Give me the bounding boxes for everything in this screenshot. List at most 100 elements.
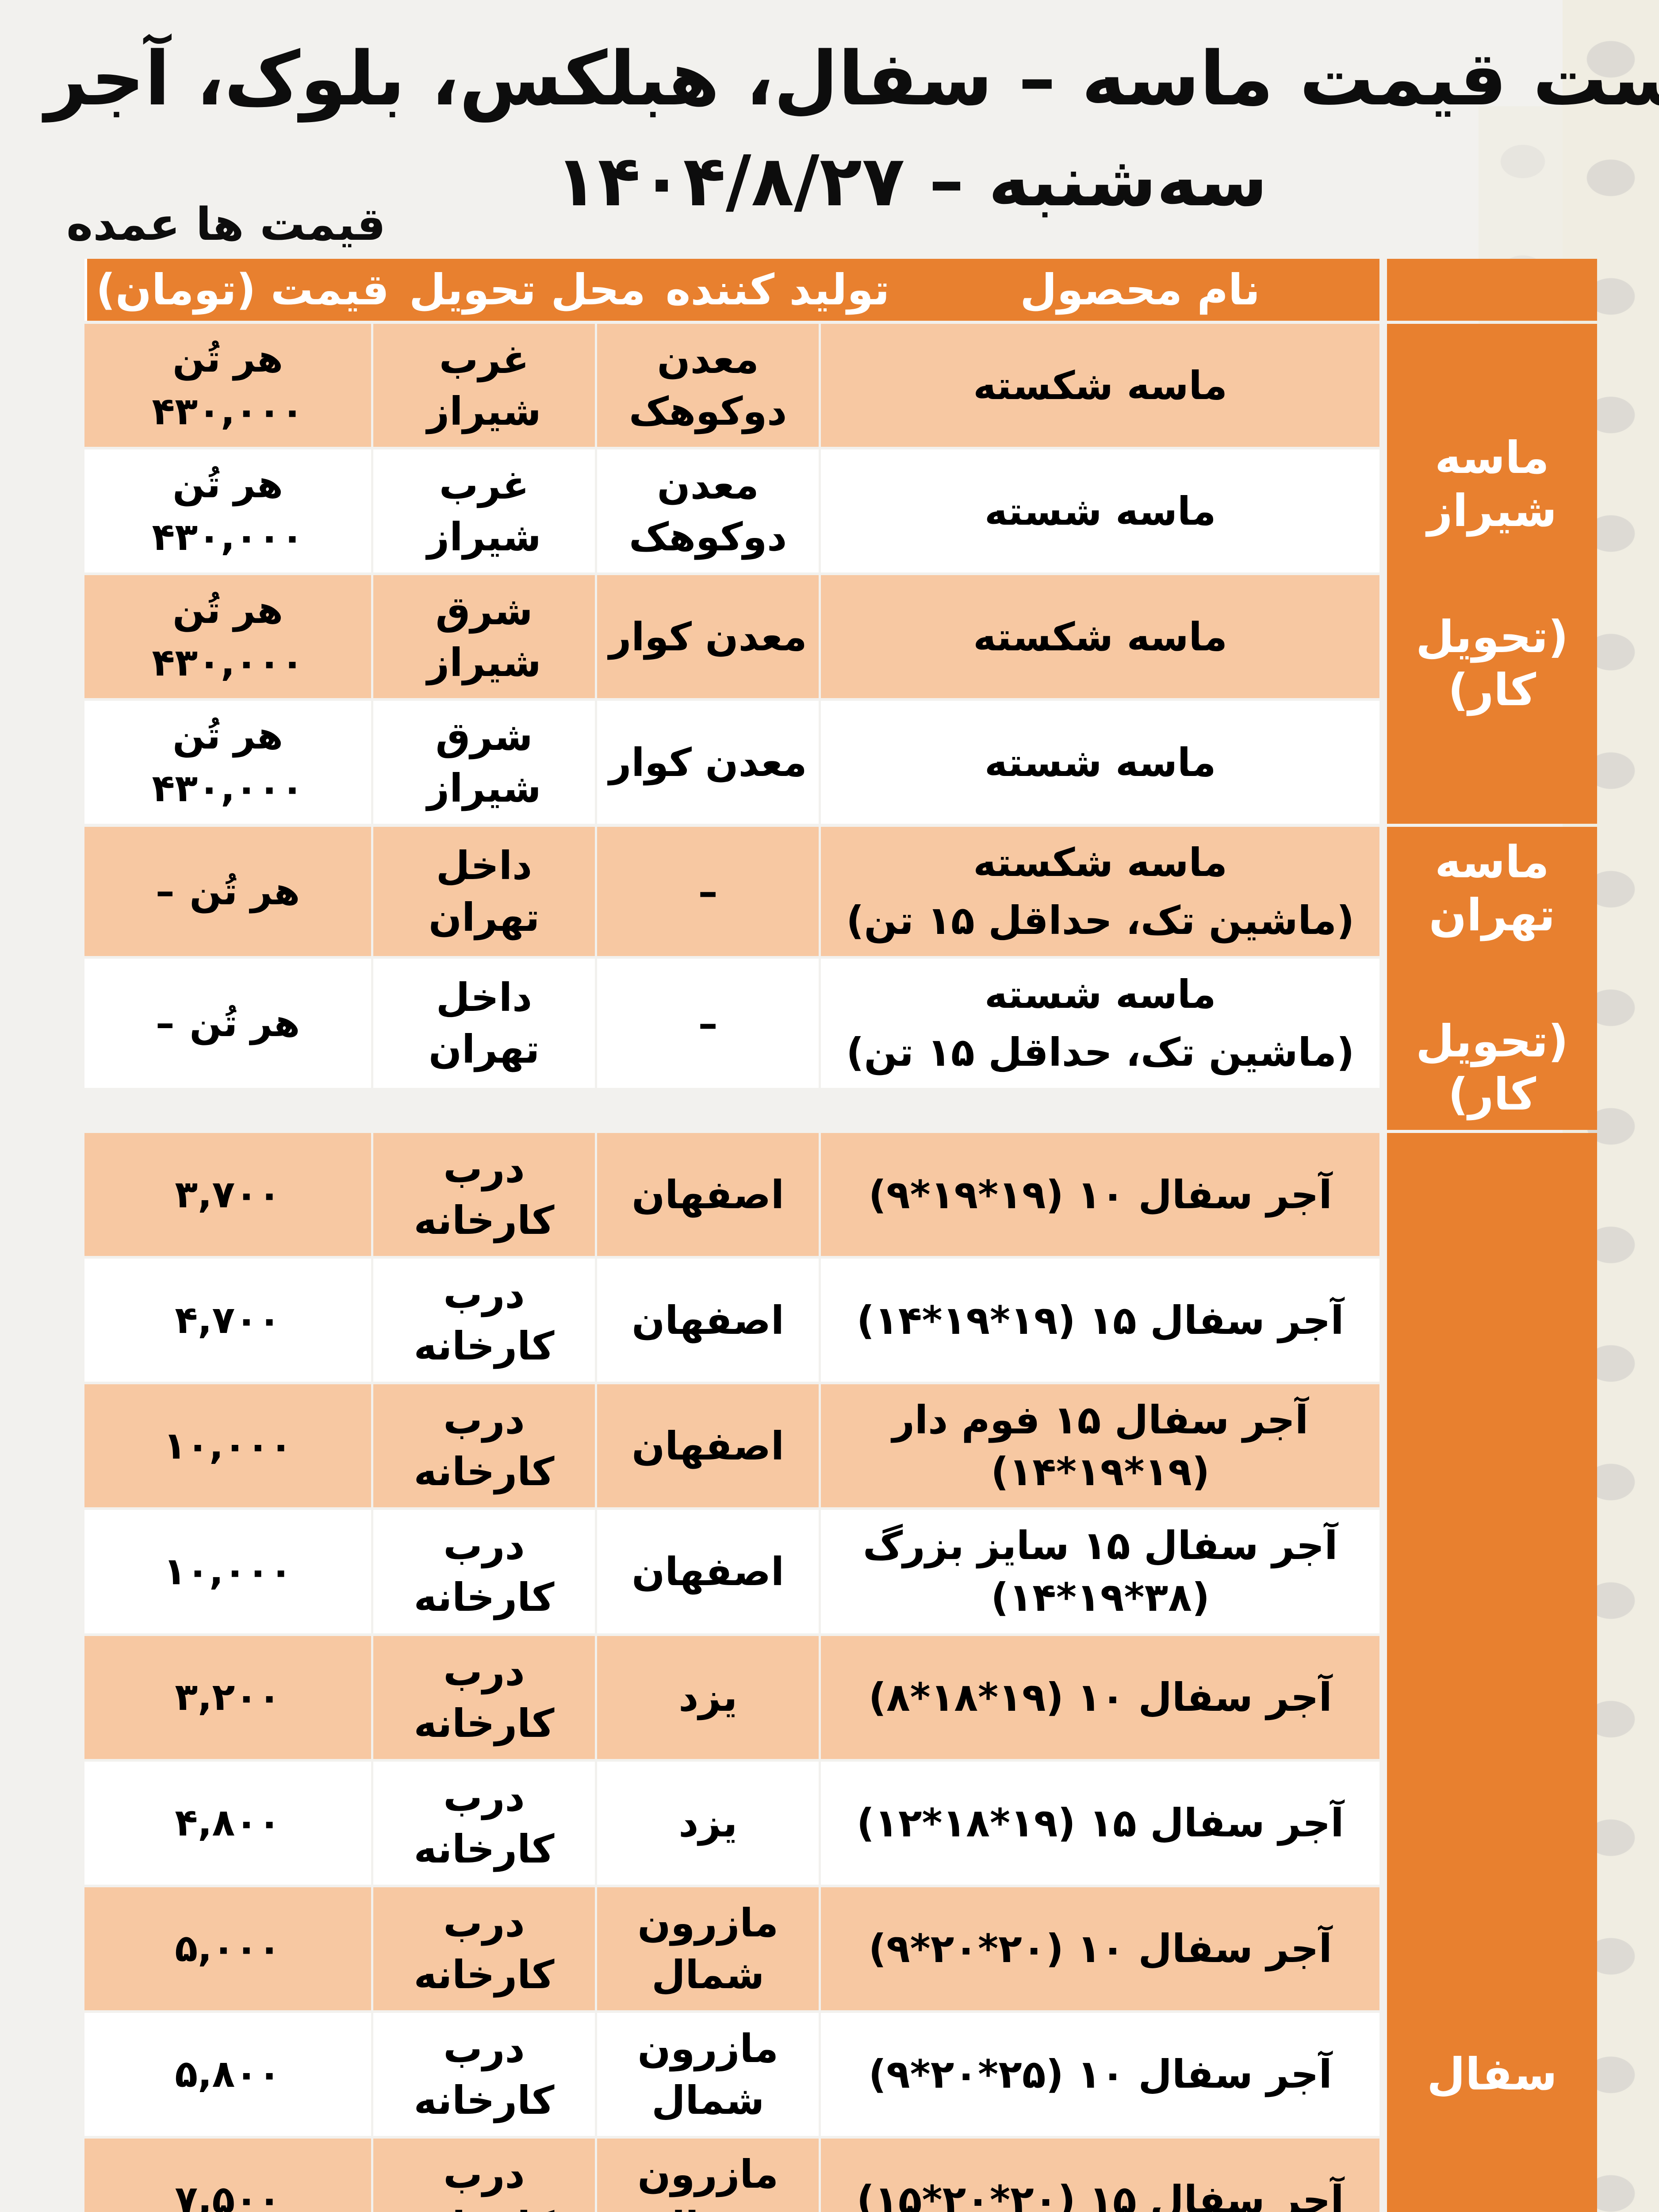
price-value: ۷,۵۰۰	[175, 2178, 281, 2212]
column-header-price: قیمت (تومان)	[84, 259, 398, 321]
product-name: ماسه شکسته	[973, 614, 1228, 660]
delivery-location-cell: درب کارخانه	[373, 2012, 595, 2136]
column-header-delivery: محل تحویل	[409, 265, 646, 315]
product-name-cell: ماسه شکسته	[821, 324, 1379, 447]
price-value: ۵,۰۰۰	[175, 1927, 281, 1971]
table-section: ماسه شیراز (تحویل کار) ماسه شکسته معدن دو…	[84, 324, 1597, 824]
table-row: ماسه شسته معدن دوکوهک غرب شیراز هر تُن ۴…	[84, 449, 1379, 573]
product-name: آجر سفال ۱۰ (۲۰*۲۰*۹)	[868, 1926, 1332, 1972]
price-value: –	[155, 1001, 175, 1045]
wholesale-note: قیمت ها عمده	[66, 198, 386, 251]
producer-cell: –	[597, 959, 819, 1088]
producer-cell: یزد	[597, 1761, 819, 1885]
section-rows: آجر سفال ۱۰ (۱۹*۱۹*۹) اصفهان درب کارخانه…	[84, 1133, 1379, 2212]
price-cell: ۵,۰۰۰	[84, 1887, 372, 2010]
product-name-cell: ماسه شکسته (ماشین تک، حداقل ۱۵ تن)	[821, 827, 1379, 956]
producer-cell: معدن کوار	[597, 575, 819, 699]
product-name-cell: آجر سفال ۱۰ (۱۹*۱۸*۸)	[821, 1636, 1379, 1759]
price-value: ۱۰,۰۰۰	[163, 1424, 292, 1468]
price-cell: ۴,۷۰۰	[84, 1259, 372, 1382]
price-cell: ۷,۵۰۰	[84, 2138, 372, 2212]
product-name: ماسه شسته	[985, 972, 1216, 1018]
producer-cell: یزد	[597, 1636, 819, 1759]
product-name-cell: آجر سفال ۱۵ (۲۰*۲۰*۱۵)	[821, 2138, 1379, 2212]
delivery-location-cell: داخل تهران	[373, 959, 595, 1088]
product-name: ماسه شسته	[985, 739, 1216, 785]
section-rows: ماسه شکسته معدن دوکوهک غرب شیراز هر تُن …	[84, 324, 1379, 824]
table-section: ماسه تهران (تحویل کار) ماسه شکسته (ماشین …	[84, 827, 1597, 1130]
category-cell: سفال	[1387, 1133, 1597, 2212]
product-name-cell: آجر سفال ۱۵ فوم دار (۱۹*۱۹*۱۴)	[821, 1384, 1379, 1508]
price-cell: هر تُن ۴۳۰,۰۰۰	[84, 575, 372, 699]
price-value: ۱۰,۰۰۰	[163, 1549, 292, 1594]
product-name-cell: ماسه شکسته	[821, 575, 1379, 699]
page-title: لیست قیمت ماسه – سفال، هبلکس، بلوک، آجر	[45, 35, 1659, 122]
table-row: آجر سفال ۱۰ (۱۹*۱۹*۹) اصفهان درب کارخانه…	[84, 1133, 1379, 1256]
producer-cell: معدن کوار	[597, 701, 819, 824]
table-row: ماسه شکسته (ماشین تک، حداقل ۱۵ تن) – داخ…	[84, 827, 1379, 956]
delivery-location-cell: داخل تهران	[373, 827, 595, 956]
column-header-category	[1387, 259, 1597, 321]
product-name: آجر سفال ۱۰ (۱۹*۱۸*۸)	[868, 1674, 1332, 1720]
delivery-location-cell: درب کارخانه	[373, 1384, 595, 1508]
product-name-cell: آجر سفال ۱۰ (۱۹*۱۹*۹)	[821, 1133, 1379, 1256]
product-name: ماسه شسته	[985, 488, 1216, 534]
producer-cell: مازرون شمال	[597, 1887, 819, 2010]
column-header-producer: تولید کننده	[665, 265, 890, 315]
category-cell: ماسه شیراز (تحویل کار)	[1387, 324, 1597, 824]
price-unit: هر تُن	[172, 714, 284, 758]
product-name: آجر سفال ۱۵ (۱۹*۱۹*۱۴)	[856, 1297, 1344, 1343]
product-name: آجر سفال ۱۰ (۲۵*۲۰*۹)	[868, 2051, 1332, 2097]
price-unit: هر تُن	[189, 1001, 300, 1045]
table-body: ماسه شیراز (تحویل کار) ماسه شکسته معدن دو…	[84, 324, 1597, 2212]
page-date: سه‌شنبه – ۱۴۰۴/۸/۲۷	[555, 141, 1268, 222]
delivery-location-cell: درب کارخانه	[373, 2138, 595, 2212]
price-cell: هر تُن –	[84, 959, 372, 1088]
delivery-location-cell: شرق شیراز	[373, 575, 595, 699]
product-name-cell: ماسه شسته	[821, 701, 1379, 824]
product-name: آجر سفال ۱۵ فوم دار (۱۹*۱۹*۱۴)	[892, 1397, 1309, 1495]
product-name: آجر سفال ۱۵ (۱۹*۱۸*۱۲)	[856, 1800, 1344, 1846]
table-row: ماسه شکسته معدن کوار شرق شیراز هر تُن ۴۳…	[84, 575, 1379, 699]
table-row: آجر سفال ۱۵ سایز بزرگ (۳۸*۱۹*۱۴) اصفهان …	[84, 1510, 1379, 1633]
producer-cell: اصفهان	[597, 1133, 819, 1256]
product-note: (ماشین تک، حداقل ۱۵ تن)	[846, 1029, 1355, 1075]
price-cell: ۴,۸۰۰	[84, 1761, 372, 1885]
product-note: (ماشین تک، حداقل ۱۵ تن)	[846, 898, 1355, 944]
product-name-cell: آجر سفال ۱۰ (۲۰*۲۰*۹)	[821, 1887, 1379, 2010]
producer-cell: مازرون شمال	[597, 2138, 819, 2212]
price-table: نام محصول تولید کننده محل تحویل قیمت (تو…	[84, 259, 1597, 2212]
table-row: آجر سفال ۱۵ (۱۹*۱۸*۱۲) یزد درب کارخانه ۴…	[84, 1761, 1379, 1885]
delivery-location-cell: درب کارخانه	[373, 1761, 595, 1885]
product-name: ماسه شکسته	[973, 362, 1228, 408]
producer-cell: مازرون شمال	[597, 2012, 819, 2136]
table-row: آجر سفال ۱۰ (۲۵*۲۰*۹) مازرون شمال درب کا…	[84, 2012, 1379, 2136]
price-value: –	[155, 869, 175, 914]
delivery-location-cell: درب کارخانه	[373, 1887, 595, 2010]
delivery-location-cell: غرب شیراز	[373, 449, 595, 573]
producer-cell: معدن دوکوهک	[597, 449, 819, 573]
price-cell: ۳,۷۰۰	[84, 1133, 372, 1256]
product-name: ماسه شکسته	[973, 840, 1228, 886]
table-header-row: نام محصول تولید کننده محل تحویل قیمت (تو…	[84, 259, 1597, 321]
price-value: ۳,۷۰۰	[175, 1172, 281, 1217]
product-name-cell: ماسه شسته	[821, 449, 1379, 573]
delivery-location-cell: درب کارخانه	[373, 1133, 595, 1256]
price-cell: هر تُن –	[84, 827, 372, 956]
producer-cell: اصفهان	[597, 1510, 819, 1633]
table-row: آجر سفال ۱۰ (۲۰*۲۰*۹) مازرون شمال درب کا…	[84, 1887, 1379, 2010]
price-value: ۵,۸۰۰	[175, 2052, 281, 2097]
price-cell: ۵,۸۰۰	[84, 2012, 372, 2136]
price-cell: ۳,۲۰۰	[84, 1636, 372, 1759]
product-name: آجر سفال ۱۰ (۱۹*۱۹*۹)	[868, 1171, 1332, 1217]
section-rows: ماسه شکسته (ماشین تک، حداقل ۱۵ تن) – داخ…	[84, 827, 1379, 1130]
table-section: سفال آجر سفال ۱۰ (۱۹*۱۹*۹) اصفهان درب کا…	[84, 1133, 1597, 2212]
product-name: آجر سفال ۱۵ (۲۰*۲۰*۱۵)	[856, 2177, 1344, 2212]
price-unit: هر تُن	[172, 337, 284, 381]
price-unit: هر تُن	[172, 588, 284, 633]
table-row: آجر سفال ۱۵ فوم دار (۱۹*۱۹*۱۴) اصفهان در…	[84, 1384, 1379, 1508]
price-value: ۳,۲۰۰	[175, 1675, 281, 1719]
price-cell: ۱۰,۰۰۰	[84, 1384, 372, 1508]
producer-cell: اصفهان	[597, 1259, 819, 1382]
table-row: ماسه شسته معدن کوار شرق شیراز هر تُن ۴۳۰…	[84, 701, 1379, 824]
